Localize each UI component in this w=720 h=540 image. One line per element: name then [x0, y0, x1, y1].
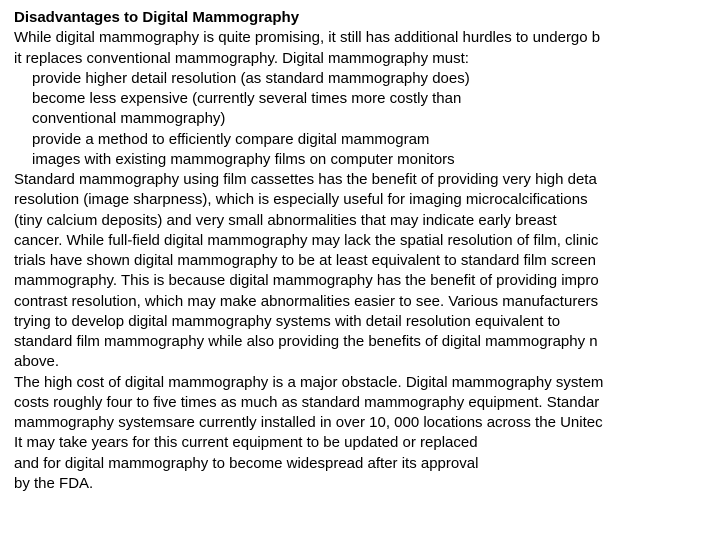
- text-line: costs roughly four to five times as much…: [14, 393, 720, 413]
- text-line: provide a method to efficiently compare …: [14, 130, 720, 150]
- text-line: contrast resolution, which may make abno…: [14, 292, 720, 312]
- text-line: mammography systemsare currently install…: [14, 413, 720, 433]
- text-line: It may take years for this current equip…: [14, 433, 720, 453]
- text-line: (tiny calcium deposits) and very small a…: [14, 211, 720, 231]
- text-line: mammography. This is because digital mam…: [14, 271, 720, 291]
- text-line: provide higher detail resolution (as sta…: [14, 69, 720, 89]
- text-line: The high cost of digital mammography is …: [14, 373, 720, 393]
- text-line: it replaces conventional mammography. Di…: [14, 49, 720, 69]
- section-heading: Disadvantages to Digital Mammography: [14, 8, 720, 28]
- text-line: resolution (image sharpness), which is e…: [14, 190, 720, 210]
- text-line: trials have shown digital mammography to…: [14, 251, 720, 271]
- text-line: by the FDA.: [14, 474, 720, 494]
- document-body: Disadvantages to Digital Mammography Whi…: [0, 0, 720, 494]
- text-line: images with existing mammography films o…: [14, 150, 720, 170]
- text-line: conventional mammography): [14, 109, 720, 129]
- text-line: Standard mammography using film cassette…: [14, 170, 720, 190]
- text-line: While digital mammography is quite promi…: [14, 28, 720, 48]
- text-line: become less expensive (currently several…: [14, 89, 720, 109]
- text-line: trying to develop digital mammography sy…: [14, 312, 720, 332]
- text-line: above.: [14, 352, 720, 372]
- paragraph-lines: While digital mammography is quite promi…: [14, 28, 720, 494]
- text-line: and for digital mammography to become wi…: [14, 454, 720, 474]
- text-line: standard film mammography while also pro…: [14, 332, 720, 352]
- text-line: cancer. While full-field digital mammogr…: [14, 231, 720, 251]
